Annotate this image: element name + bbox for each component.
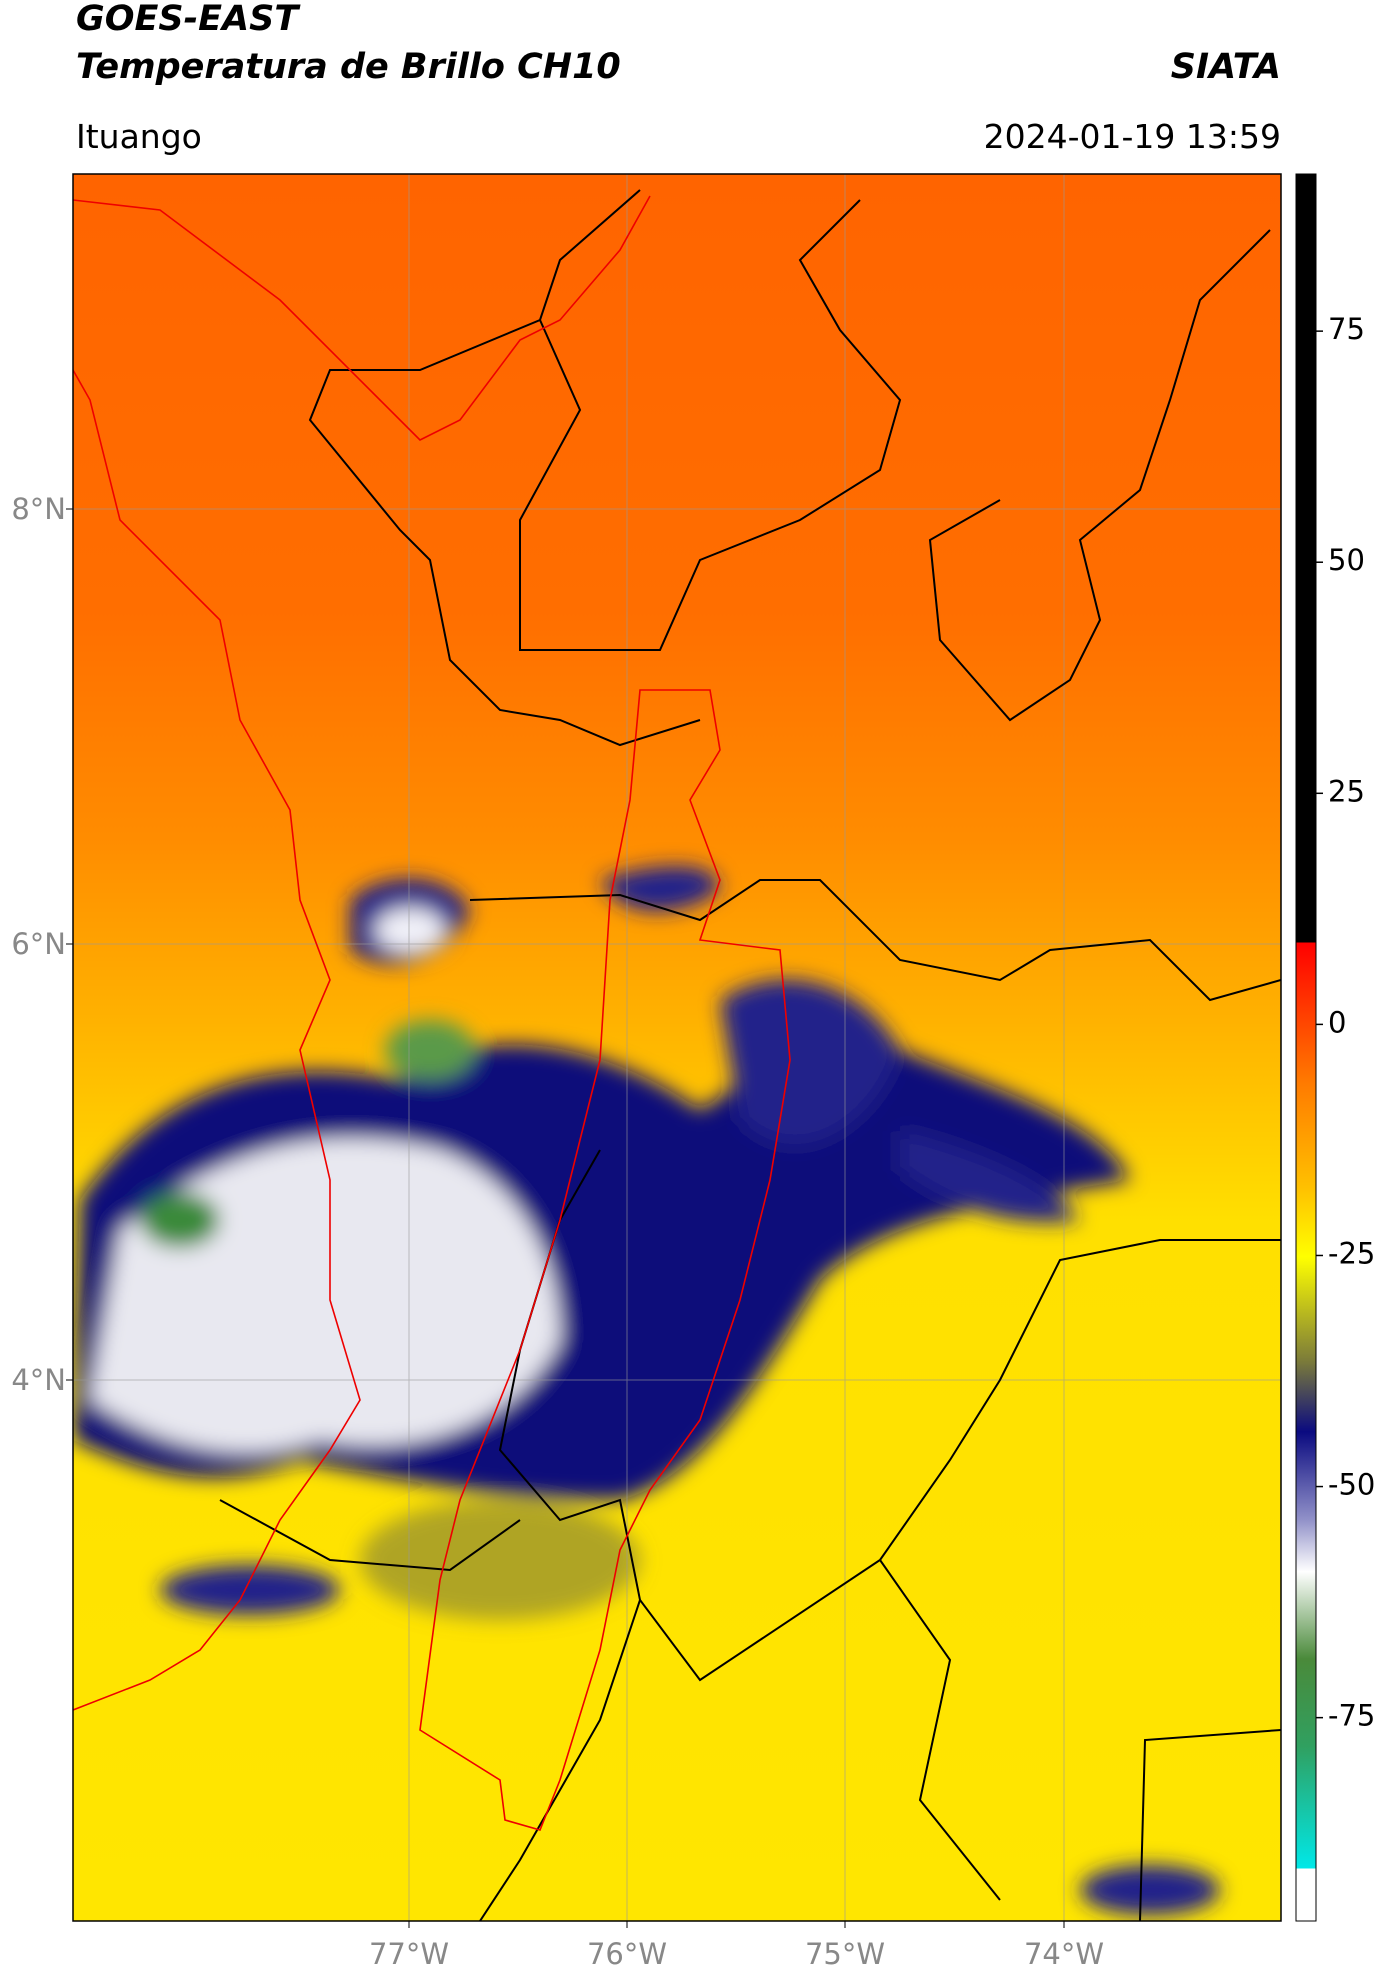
lon-label: 76°W — [587, 1937, 667, 1971]
colorbar-tick-label: -50 — [1328, 1468, 1375, 1502]
location: Ituango — [76, 117, 202, 156]
lat-label: 6°N — [11, 927, 66, 961]
graticule — [73, 174, 1281, 1921]
colorbar-tick-label: 75 — [1328, 312, 1365, 346]
title: GOES-EAST — [76, 0, 301, 39]
datetime: 2024-01-19 13:59 — [984, 117, 1281, 156]
title: Temperatura de Brillo CH10 — [76, 47, 621, 87]
map — [73, 174, 1281, 1921]
colorbar-tick-label: 50 — [1328, 543, 1365, 577]
lon-label: 77°W — [369, 1937, 449, 1971]
lon-label: 75°W — [805, 1937, 885, 1971]
borders — [219, 189, 1281, 1921]
map-frame — [72, 173, 1282, 1922]
lat-label: 8°N — [11, 492, 66, 526]
colorbar-tick-label: -75 — [1328, 1699, 1375, 1733]
colorbar-tick-label: -25 — [1328, 1236, 1375, 1270]
colorbar — [1295, 173, 1317, 1922]
region-outline — [73, 195, 791, 1831]
colorbar-tick-label: 0 — [1328, 1005, 1346, 1039]
colorbar-tick-label: 25 — [1328, 774, 1365, 808]
lon-label: 74°W — [1024, 1937, 1104, 1971]
lat-label: 4°N — [11, 1363, 66, 1397]
org: SIATA — [1171, 47, 1281, 87]
